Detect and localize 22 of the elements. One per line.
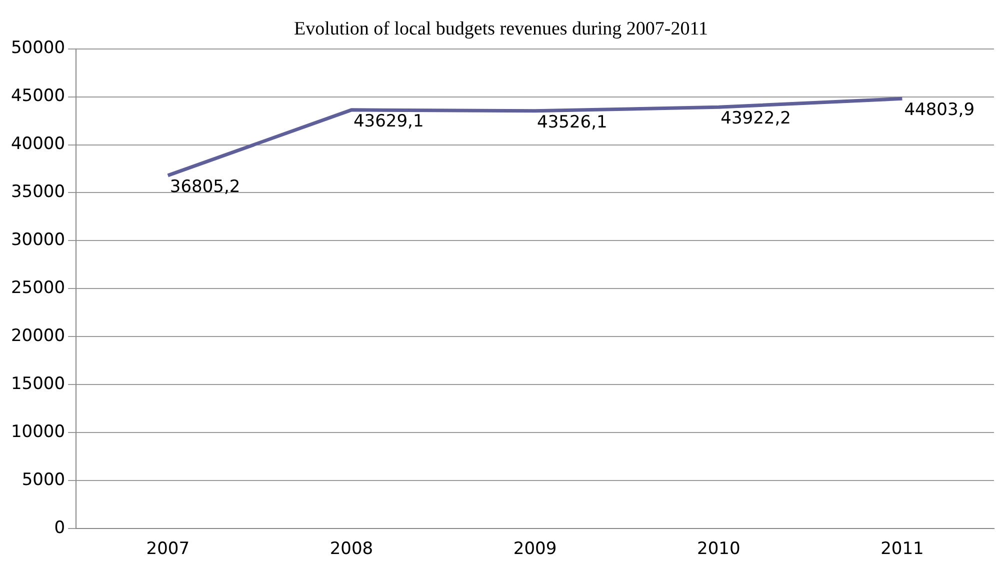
x-tick-label: 2009 <box>513 539 557 560</box>
y-tick-label: 15000 <box>10 374 66 394</box>
chart-title: Evolution of local budgets revenues during 2007-2011 <box>294 18 708 40</box>
x-tick-label: 2010 <box>696 539 740 560</box>
x-tick-label: 2007 <box>146 539 190 560</box>
y-tick-label: 10000 <box>10 422 66 442</box>
data-label: 44803,9 <box>904 100 975 120</box>
y-tick-label: 35000 <box>10 182 66 202</box>
data-label: 43922,2 <box>720 108 791 129</box>
data-label: 43526,1 <box>537 112 608 132</box>
x-tick-label: 2008 <box>330 539 374 560</box>
y-tick-label: 20000 <box>10 326 66 346</box>
y-tick-label: 0 <box>54 518 66 538</box>
data-label: 43629,1 <box>353 111 424 132</box>
x-tick-label: 2011 <box>880 539 924 560</box>
y-tick-label: 50000 <box>10 38 66 58</box>
y-tick-label: 40000 <box>10 134 66 154</box>
y-tick-label: 5000 <box>22 470 66 490</box>
y-tick-label: 25000 <box>10 278 66 298</box>
y-tick-label: 45000 <box>10 86 66 106</box>
data-label: 36805,2 <box>170 176 240 197</box>
y-tick-label: 30000 <box>10 230 66 250</box>
